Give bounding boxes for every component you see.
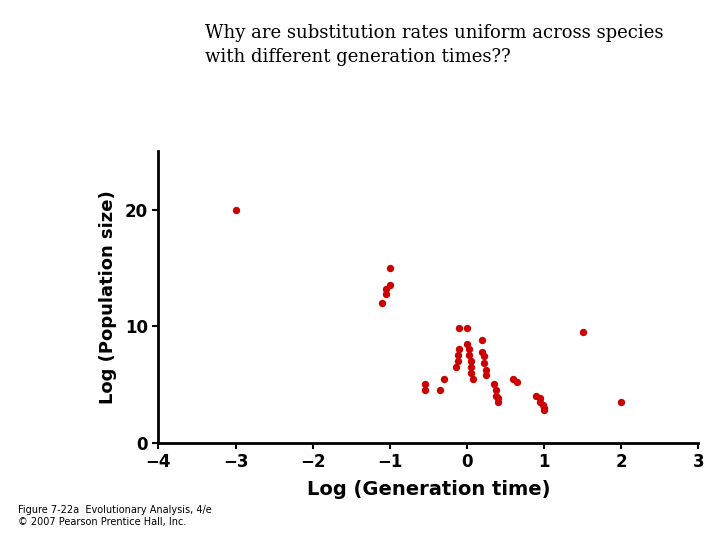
Point bbox=[419, 380, 431, 389]
Point bbox=[467, 374, 479, 383]
Point bbox=[490, 392, 502, 401]
Text: Why are substitution rates uniform across species
with different generation time: Why are substitution rates uniform acros… bbox=[205, 24, 664, 66]
Point bbox=[462, 339, 473, 348]
Point bbox=[539, 406, 550, 415]
Point bbox=[534, 394, 546, 403]
Point bbox=[380, 289, 392, 298]
Point bbox=[230, 205, 241, 214]
Point bbox=[465, 368, 477, 377]
Point bbox=[534, 397, 546, 406]
Point bbox=[384, 281, 395, 289]
Point bbox=[531, 392, 542, 401]
Point bbox=[477, 348, 488, 356]
Point bbox=[452, 357, 464, 366]
Point bbox=[478, 352, 490, 361]
Point bbox=[452, 351, 464, 360]
Point bbox=[454, 345, 465, 354]
Point bbox=[463, 345, 474, 354]
Y-axis label: Log (Population size): Log (Population size) bbox=[99, 190, 117, 404]
Point bbox=[454, 324, 465, 333]
Point bbox=[451, 363, 462, 372]
Point bbox=[465, 357, 477, 366]
Point bbox=[480, 371, 492, 380]
Point bbox=[477, 336, 488, 345]
Point bbox=[508, 374, 519, 383]
Point bbox=[434, 386, 446, 395]
Point bbox=[577, 328, 588, 336]
Point bbox=[377, 299, 388, 307]
Point bbox=[478, 359, 490, 368]
Point bbox=[462, 324, 473, 333]
Point bbox=[539, 403, 550, 412]
Point bbox=[537, 401, 549, 410]
Point bbox=[488, 380, 500, 389]
Point bbox=[384, 264, 395, 272]
Point bbox=[480, 366, 492, 375]
Point bbox=[511, 378, 523, 387]
Text: Figure 7-22a  Evolutionary Analysis, 4/e
© 2007 Pearson Prentice Hall, Inc.: Figure 7-22a Evolutionary Analysis, 4/e … bbox=[18, 505, 212, 526]
Point bbox=[465, 363, 477, 372]
Point bbox=[463, 351, 474, 360]
Point bbox=[492, 397, 503, 406]
Point bbox=[490, 386, 502, 395]
Point bbox=[616, 397, 627, 406]
Point bbox=[492, 394, 503, 403]
Point bbox=[380, 285, 392, 293]
Point bbox=[438, 374, 449, 383]
X-axis label: Log (Generation time): Log (Generation time) bbox=[307, 480, 550, 498]
Point bbox=[419, 386, 431, 395]
